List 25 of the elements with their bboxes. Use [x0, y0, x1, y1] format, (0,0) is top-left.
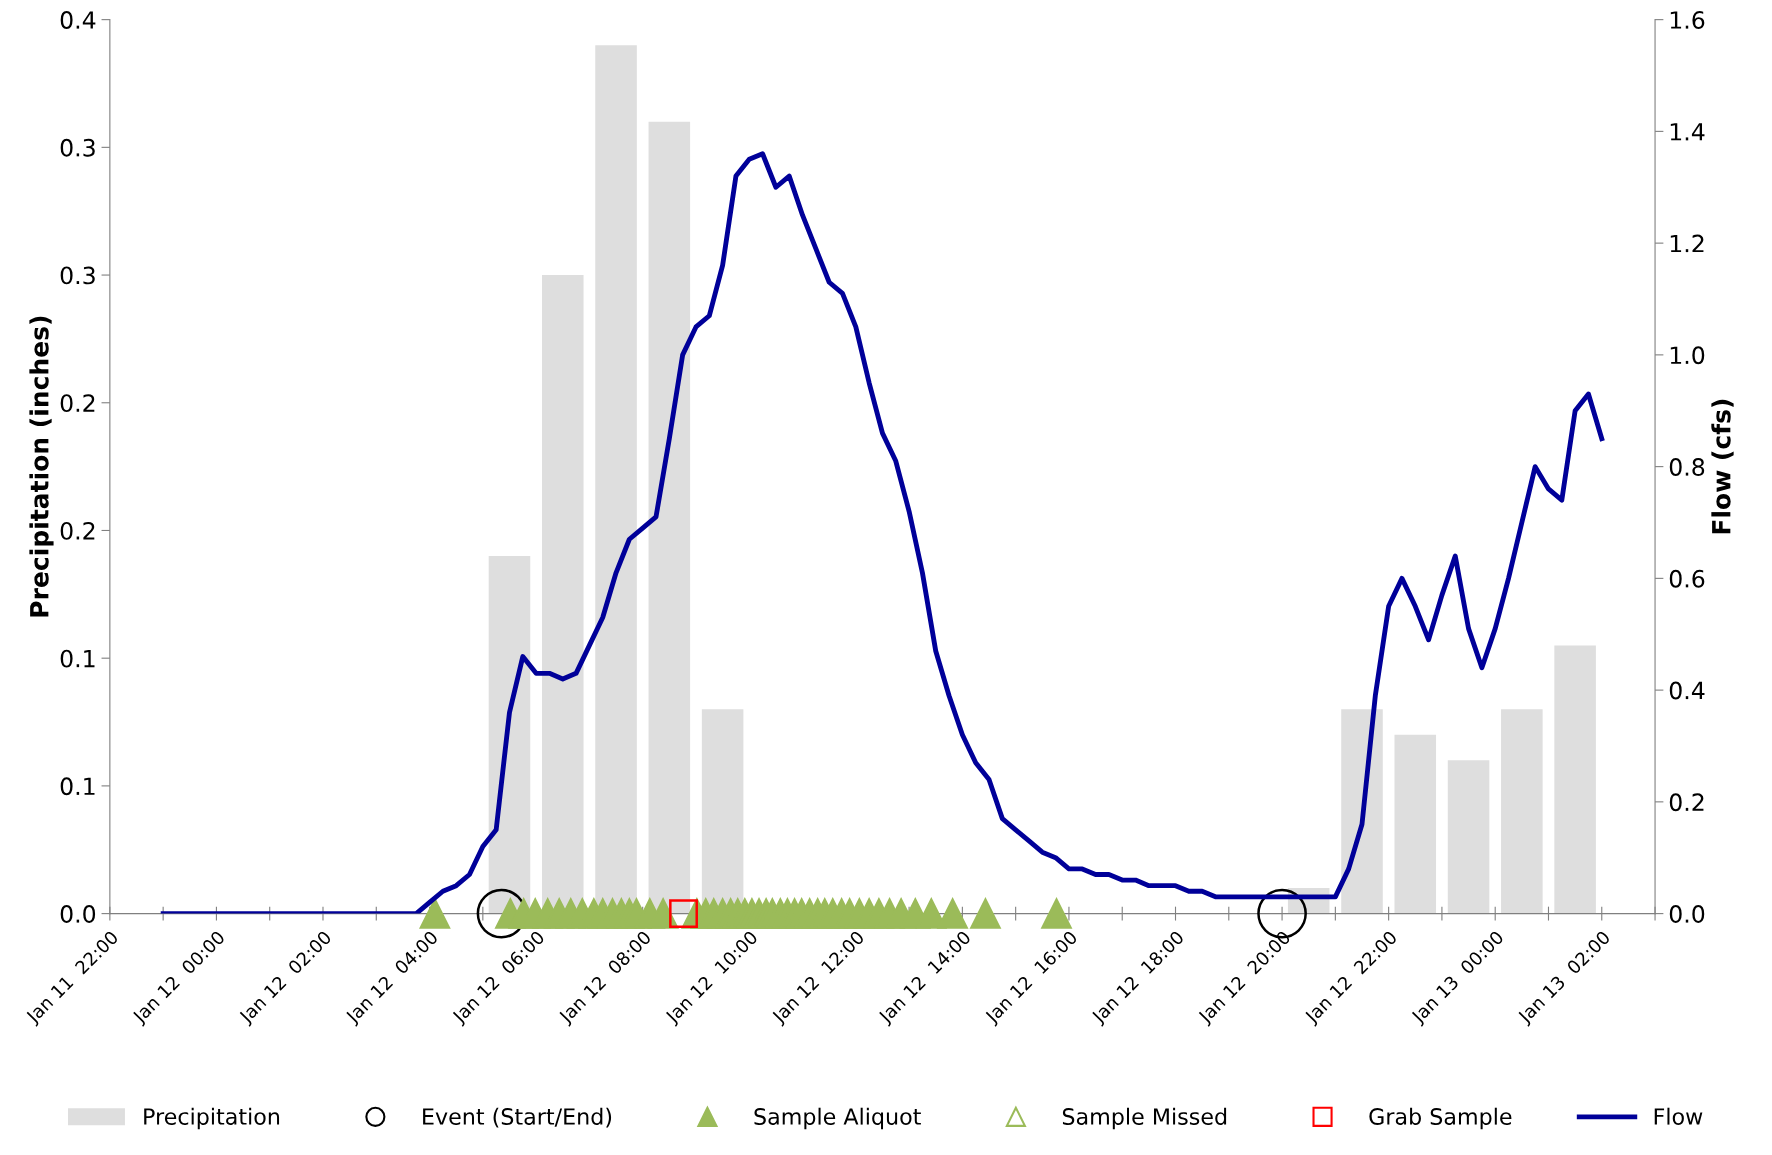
y2-tick-label: 0.0	[1669, 905, 1705, 923]
legend-label: Grab Sample	[1369, 1107, 1512, 1130]
y2-tick-label: 0.8	[1669, 458, 1705, 476]
y2-tick-label: 1.6	[1670, 11, 1705, 29]
y-tick-label: 0.1	[60, 649, 95, 668]
y2-tick-label: 0.2	[1669, 793, 1704, 812]
y-tick-label: 0.2	[60, 521, 95, 540]
y-axis-title: Precipitation (inches)	[29, 316, 54, 617]
y2-axis-title: Flow (cfs)	[1711, 399, 1734, 534]
y-tick-label: 0.0	[60, 905, 96, 923]
legend-label: Sample Missed	[1062, 1107, 1227, 1130]
y2-tick-label: 0.4	[1669, 681, 1705, 700]
y2-tick-label: 1.4	[1670, 123, 1705, 141]
legend-label: Event (Start/End)	[423, 1107, 612, 1128]
y-tick-label: 0.1	[60, 777, 95, 796]
legend-label: Flow	[1654, 1107, 1703, 1125]
y2-tick-label: 1.2	[1670, 234, 1704, 253]
y2-tick-label: 0.6	[1669, 569, 1705, 588]
y-tick-label: 0.2	[60, 394, 95, 413]
y-tick-label: 0.3	[60, 266, 95, 285]
y2-tick-label: 1.0	[1670, 346, 1705, 365]
y-tick-label: 0.4	[60, 11, 96, 29]
y-tick-label: 0.3	[60, 138, 95, 157]
legend-label: Precipitation	[144, 1107, 280, 1130]
legend-label: Sample Aliquot	[754, 1107, 921, 1130]
